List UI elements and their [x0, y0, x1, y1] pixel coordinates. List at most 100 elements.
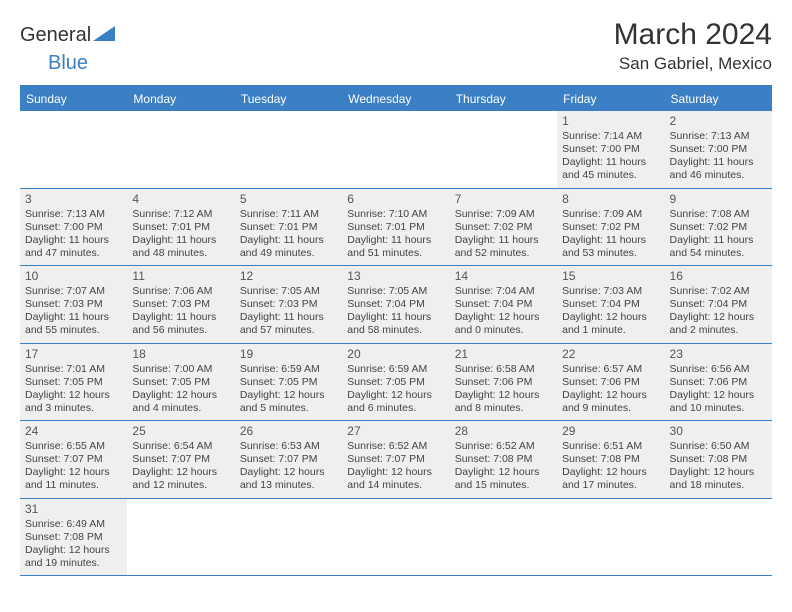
sunset-text: Sunset: 7:02 PM — [670, 221, 767, 234]
sunrise-text: Sunrise: 6:54 AM — [132, 440, 229, 453]
day-number: 16 — [670, 269, 767, 284]
calendar-week: 10Sunrise: 7:07 AMSunset: 7:03 PMDayligh… — [20, 266, 772, 344]
daylight-text: Daylight: 12 hours and 17 minutes. — [562, 466, 659, 492]
sunrise-text: Sunrise: 7:12 AM — [132, 208, 229, 221]
calendar-cell: 23Sunrise: 6:56 AMSunset: 7:06 PMDayligh… — [665, 344, 772, 421]
daylight-text: Daylight: 11 hours and 57 minutes. — [240, 311, 337, 337]
calendar-cell-empty — [342, 499, 449, 576]
daylight-text: Daylight: 11 hours and 53 minutes. — [562, 234, 659, 260]
day-number: 5 — [240, 192, 337, 207]
calendar-cell-empty — [20, 111, 127, 188]
calendar-cell: 4Sunrise: 7:12 AMSunset: 7:01 PMDaylight… — [127, 189, 234, 266]
calendar-cell: 15Sunrise: 7:03 AMSunset: 7:04 PMDayligh… — [557, 266, 664, 343]
day-number: 19 — [240, 347, 337, 362]
calendar-cell: 29Sunrise: 6:51 AMSunset: 7:08 PMDayligh… — [557, 421, 664, 498]
sunset-text: Sunset: 7:03 PM — [240, 298, 337, 311]
sunrise-text: Sunrise: 6:56 AM — [670, 363, 767, 376]
logo-text-part2: Blue — [48, 52, 88, 74]
calendar-cell: 5Sunrise: 7:11 AMSunset: 7:01 PMDaylight… — [235, 189, 342, 266]
sunset-text: Sunset: 7:08 PM — [670, 453, 767, 466]
daylight-text: Daylight: 12 hours and 2 minutes. — [670, 311, 767, 337]
calendar-week: 1Sunrise: 7:14 AMSunset: 7:00 PMDaylight… — [20, 111, 772, 189]
calendar-cell: 19Sunrise: 6:59 AMSunset: 7:05 PMDayligh… — [235, 344, 342, 421]
sunset-text: Sunset: 7:06 PM — [455, 376, 552, 389]
dow-monday: Monday — [127, 87, 234, 111]
day-number: 2 — [670, 114, 767, 129]
sunset-text: Sunset: 7:04 PM — [455, 298, 552, 311]
day-number: 26 — [240, 424, 337, 439]
sunrise-text: Sunrise: 7:01 AM — [25, 363, 122, 376]
calendar-cell-empty — [665, 499, 772, 576]
sunset-text: Sunset: 7:07 PM — [347, 453, 444, 466]
daylight-text: Daylight: 11 hours and 52 minutes. — [455, 234, 552, 260]
day-number: 21 — [455, 347, 552, 362]
calendar-cell-empty — [235, 111, 342, 188]
sunset-text: Sunset: 7:04 PM — [670, 298, 767, 311]
daylight-text: Daylight: 12 hours and 9 minutes. — [562, 389, 659, 415]
dow-sunday: Sunday — [20, 87, 127, 111]
day-number: 8 — [562, 192, 659, 207]
day-number: 9 — [670, 192, 767, 207]
daylight-text: Daylight: 12 hours and 13 minutes. — [240, 466, 337, 492]
calendar-cell: 11Sunrise: 7:06 AMSunset: 7:03 PMDayligh… — [127, 266, 234, 343]
title-block: March 2024 San Gabriel, Mexico — [614, 18, 772, 74]
day-number: 28 — [455, 424, 552, 439]
sunrise-text: Sunrise: 7:09 AM — [455, 208, 552, 221]
logo-triangle-icon — [93, 24, 115, 47]
calendar-cell: 1Sunrise: 7:14 AMSunset: 7:00 PMDaylight… — [557, 111, 664, 188]
sunset-text: Sunset: 7:07 PM — [25, 453, 122, 466]
calendar-cell: 20Sunrise: 6:59 AMSunset: 7:05 PMDayligh… — [342, 344, 449, 421]
daylight-text: Daylight: 11 hours and 49 minutes. — [240, 234, 337, 260]
day-number: 23 — [670, 347, 767, 362]
sunrise-text: Sunrise: 7:10 AM — [347, 208, 444, 221]
daylight-text: Daylight: 11 hours and 55 minutes. — [25, 311, 122, 337]
dow-saturday: Saturday — [665, 87, 772, 111]
sunset-text: Sunset: 7:01 PM — [132, 221, 229, 234]
daylight-text: Daylight: 11 hours and 51 minutes. — [347, 234, 444, 260]
dow-wednesday: Wednesday — [342, 87, 449, 111]
sunset-text: Sunset: 7:01 PM — [347, 221, 444, 234]
calendar-cell: 3Sunrise: 7:13 AMSunset: 7:00 PMDaylight… — [20, 189, 127, 266]
calendar-week: 31Sunrise: 6:49 AMSunset: 7:08 PMDayligh… — [20, 499, 772, 577]
sunrise-text: Sunrise: 6:49 AM — [25, 518, 122, 531]
sunrise-text: Sunrise: 7:09 AM — [562, 208, 659, 221]
calendar-cell: 12Sunrise: 7:05 AMSunset: 7:03 PMDayligh… — [235, 266, 342, 343]
day-number: 24 — [25, 424, 122, 439]
logo-text-part1: General — [20, 24, 91, 47]
calendar-cell: 31Sunrise: 6:49 AMSunset: 7:08 PMDayligh… — [20, 499, 127, 576]
sunrise-text: Sunrise: 6:50 AM — [670, 440, 767, 453]
sunrise-text: Sunrise: 7:11 AM — [240, 208, 337, 221]
sunrise-text: Sunrise: 7:13 AM — [670, 130, 767, 143]
day-number: 6 — [347, 192, 444, 207]
daylight-text: Daylight: 11 hours and 54 minutes. — [670, 234, 767, 260]
calendar-cell-empty — [342, 111, 449, 188]
day-number: 22 — [562, 347, 659, 362]
sunset-text: Sunset: 7:05 PM — [25, 376, 122, 389]
sunset-text: Sunset: 7:02 PM — [562, 221, 659, 234]
day-number: 30 — [670, 424, 767, 439]
sunset-text: Sunset: 7:05 PM — [132, 376, 229, 389]
sunset-text: Sunset: 7:00 PM — [562, 143, 659, 156]
sunrise-text: Sunrise: 6:52 AM — [347, 440, 444, 453]
sunset-text: Sunset: 7:05 PM — [240, 376, 337, 389]
sunset-text: Sunset: 7:03 PM — [25, 298, 122, 311]
sunrise-text: Sunrise: 7:05 AM — [240, 285, 337, 298]
calendar-cell-empty — [450, 111, 557, 188]
daylight-text: Daylight: 12 hours and 19 minutes. — [25, 544, 122, 570]
sunset-text: Sunset: 7:04 PM — [347, 298, 444, 311]
daylight-text: Daylight: 12 hours and 10 minutes. — [670, 389, 767, 415]
sunrise-text: Sunrise: 6:57 AM — [562, 363, 659, 376]
calendar-cell: 27Sunrise: 6:52 AMSunset: 7:07 PMDayligh… — [342, 421, 449, 498]
daylight-text: Daylight: 12 hours and 8 minutes. — [455, 389, 552, 415]
calendar-cell: 18Sunrise: 7:00 AMSunset: 7:05 PMDayligh… — [127, 344, 234, 421]
day-number: 20 — [347, 347, 444, 362]
daylight-text: Daylight: 11 hours and 48 minutes. — [132, 234, 229, 260]
sunrise-text: Sunrise: 7:08 AM — [670, 208, 767, 221]
dow-thursday: Thursday — [450, 87, 557, 111]
sunset-text: Sunset: 7:08 PM — [562, 453, 659, 466]
month-title: March 2024 — [614, 18, 772, 52]
daylight-text: Daylight: 12 hours and 5 minutes. — [240, 389, 337, 415]
day-number: 18 — [132, 347, 229, 362]
calendar-week: 3Sunrise: 7:13 AMSunset: 7:00 PMDaylight… — [20, 189, 772, 267]
day-number: 31 — [25, 502, 122, 517]
